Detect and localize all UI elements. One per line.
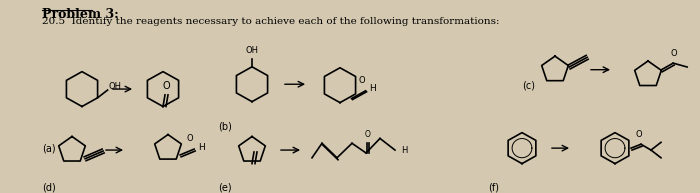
Text: O: O bbox=[636, 130, 643, 139]
Text: H: H bbox=[370, 84, 377, 93]
Text: O: O bbox=[162, 81, 170, 91]
Text: O: O bbox=[187, 134, 193, 143]
Text: O: O bbox=[358, 76, 365, 85]
Text: OH: OH bbox=[108, 82, 122, 91]
Text: (a): (a) bbox=[42, 143, 55, 153]
Text: (c): (c) bbox=[522, 80, 535, 90]
Text: 20.5  Identify the reagents necessary to achieve each of the following transform: 20.5 Identify the reagents necessary to … bbox=[42, 17, 500, 26]
Text: O: O bbox=[671, 49, 678, 58]
Text: OH: OH bbox=[246, 46, 258, 55]
Text: O: O bbox=[365, 130, 371, 140]
Text: (d): (d) bbox=[42, 182, 56, 192]
Text: (e): (e) bbox=[218, 182, 232, 192]
Text: (b): (b) bbox=[218, 121, 232, 131]
Text: H: H bbox=[401, 146, 407, 155]
Text: (f): (f) bbox=[488, 182, 499, 192]
Text: Problem 3:: Problem 3: bbox=[42, 8, 119, 21]
Text: H: H bbox=[198, 143, 205, 152]
